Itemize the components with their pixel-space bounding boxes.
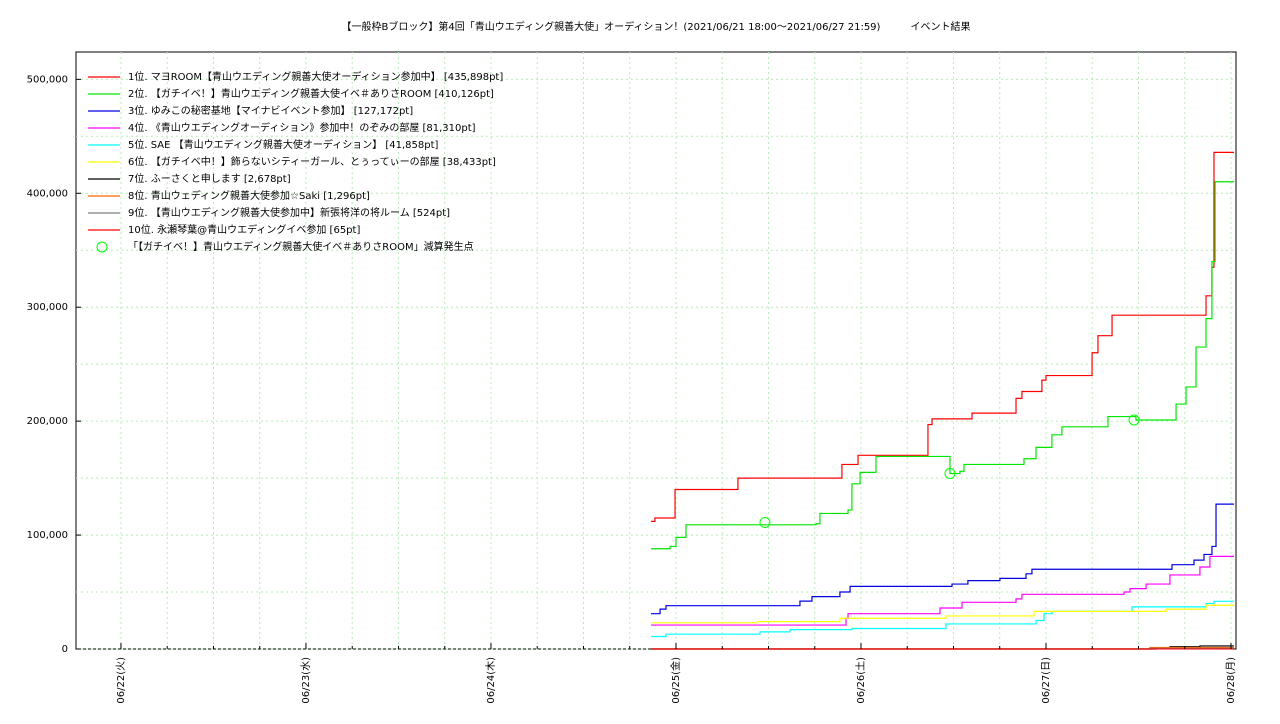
legend-marker <box>96 241 108 253</box>
legend-label: 8位. 青山ウェディング親善大使参加☆Saki [1,296pt] <box>128 189 370 202</box>
legend-label: 9位. 【青山ウエディング親善大使参加中】新張将洋の将ルーム [524pt] <box>128 206 450 219</box>
legend-label: 4位. 《青山ウエディングオーディション》参加中！のぞみの部屋 [81,310p… <box>128 121 476 134</box>
series-line <box>651 503 1234 615</box>
y-tick-label: 200,000 <box>27 416 68 427</box>
series-line <box>651 555 1234 626</box>
y-tick-label: 0 <box>62 644 68 655</box>
y-tick-label: 100,000 <box>27 530 68 541</box>
series-line <box>651 151 1234 522</box>
series-line <box>651 604 1234 624</box>
x-tick-label: 06/24(木) <box>485 657 497 704</box>
x-tick-label: 06/25(金) <box>669 657 682 704</box>
chart-title: 【一般枠Bブロック】第4回「青山ウエディング親善大使」オーディション！(2021… <box>342 20 971 33</box>
legend-label: 7位. ふーさくと申します [2,678pt] <box>128 172 291 185</box>
grid <box>76 52 1236 650</box>
scatter-point <box>1128 414 1140 426</box>
x-tick-label: 06/27(日) <box>1041 657 1052 704</box>
x-tick-label: 06/23(水) <box>300 657 312 704</box>
x-tick-label: 06/28(月) <box>1225 657 1237 704</box>
legend-label: 「【ガチイベ！】青山ウエディング親善大使イベ＃ありさROOM」減算発生点 <box>128 240 474 253</box>
legend-label: 3位. ゆみこの秘密基地【マイナビイベント参加】 [127,172pt] <box>128 104 413 117</box>
series-line <box>651 181 1234 550</box>
plot <box>651 151 1234 650</box>
x-tick-label: 06/22(火) <box>115 657 127 704</box>
scatter-point <box>759 517 771 529</box>
y-tick-label: 500,000 <box>27 74 68 85</box>
x-tick-label: 06/26(土) <box>854 657 867 704</box>
legend-label: 1位. マヨROOM【青山ウエディング親善大使オーディション参加中】 [435,… <box>128 70 503 83</box>
series-line <box>651 600 1234 638</box>
legend: 1位. マヨROOM【青山ウエディング親善大使オーディション参加中】 [435,… <box>88 70 503 253</box>
legend-label: 6位. 【ガチイベ中！】飾らないシティーガール、とぅってぃーの部屋 [38,43… <box>128 155 496 168</box>
y-tick-label: 400,000 <box>27 188 68 199</box>
legend-label: 10位. 永瀬琴葉@青山ウエディングイベ参加 [65pt] <box>128 223 360 236</box>
legend-label: 2位. 【ガチイベ！】青山ウエディング親善大使イベ＃ありさROOM [410,1… <box>128 87 494 100</box>
y-tick-label: 300,000 <box>27 302 68 313</box>
legend-label: 5位. SAE 【青山ウエディング親善大使オーディション】 [41,858pt] <box>128 138 439 151</box>
scatter-point <box>944 468 956 480</box>
